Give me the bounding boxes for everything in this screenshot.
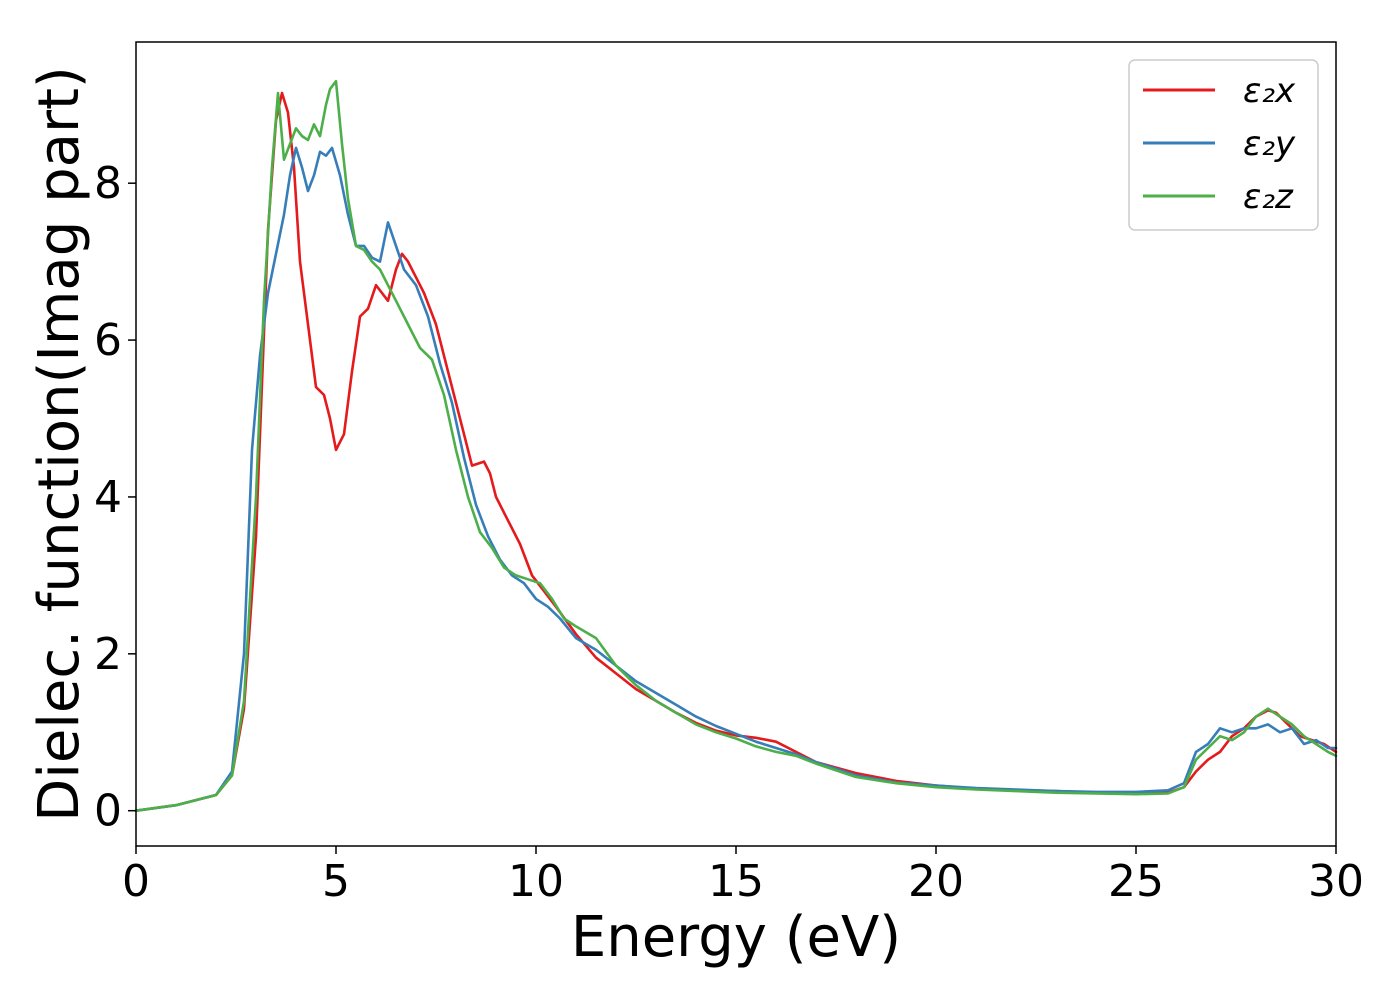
x-tick-label-5: 25 xyxy=(1108,856,1164,907)
series-layer xyxy=(134,79,1338,812)
legend-label-1: ε₂y xyxy=(1243,124,1296,164)
x-tick-label-0: 0 xyxy=(122,856,150,907)
y-tick-label-2: 4 xyxy=(94,472,122,523)
y-tick-label-3: 6 xyxy=(94,315,122,366)
x-tick-label-1: 5 xyxy=(322,856,350,907)
y-tick-label-4: 8 xyxy=(94,158,122,209)
legend-label-2: ε₂z xyxy=(1243,177,1294,217)
y-tick-label-0: 0 xyxy=(94,786,122,837)
x-tick-label-2: 10 xyxy=(508,856,564,907)
x-tick-label-4: 20 xyxy=(908,856,964,907)
legend: ε₂x ε₂y ε₂z xyxy=(1128,59,1319,231)
series-line-0 xyxy=(134,91,1338,812)
x-axis-label: Energy (eV) xyxy=(571,905,901,970)
y-axis-label: Dielec. function(Imag part) xyxy=(27,66,92,822)
x-tick-label-6: 30 xyxy=(1308,856,1364,907)
ticks-layer: 0 5 10 15 20 25 30 0 2 4 6 8 xyxy=(94,158,1364,907)
legend-box xyxy=(1128,59,1319,231)
series-line-2 xyxy=(134,79,1338,812)
legend-label-0: ε₂x xyxy=(1243,71,1296,111)
series-line-1 xyxy=(134,146,1338,812)
y-tick-label-1: 2 xyxy=(94,629,122,680)
x-tick-label-3: 15 xyxy=(708,856,764,907)
